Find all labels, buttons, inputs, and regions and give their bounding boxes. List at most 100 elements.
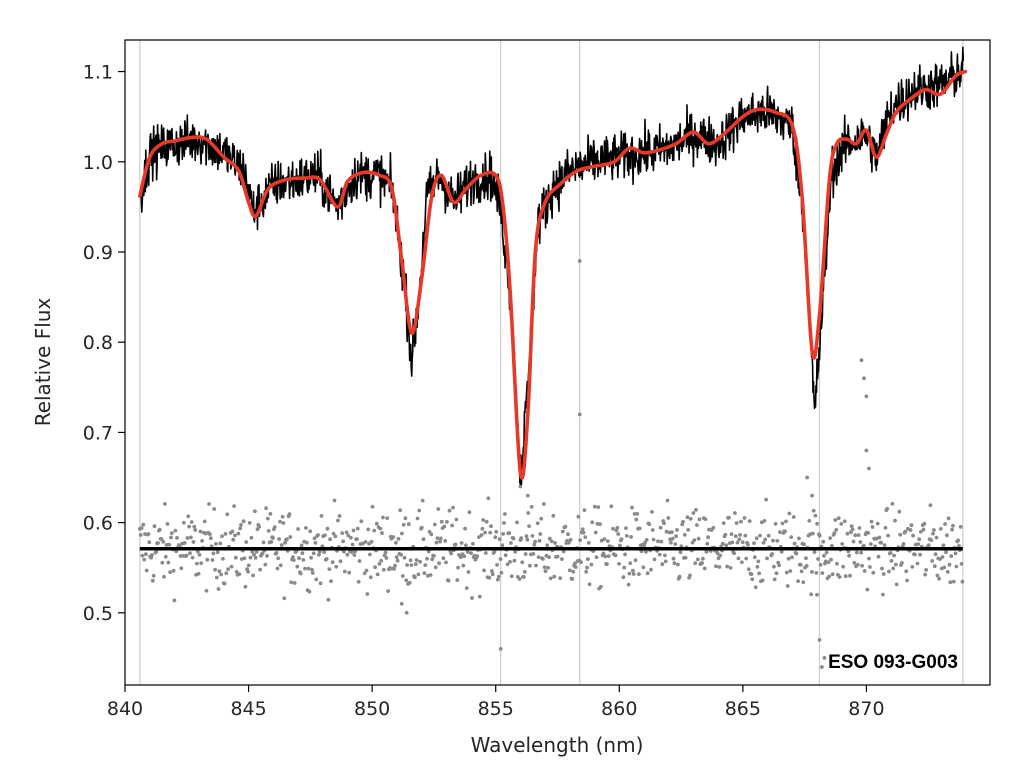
residual-point bbox=[810, 531, 815, 536]
residual-point bbox=[213, 567, 218, 572]
residual-point bbox=[355, 526, 360, 531]
residual-point bbox=[626, 582, 631, 587]
residual-point bbox=[217, 569, 222, 574]
residual-point bbox=[862, 569, 867, 573]
residual-point bbox=[762, 519, 767, 523]
residual-point bbox=[586, 557, 590, 561]
residual-point bbox=[490, 569, 494, 573]
residual-point bbox=[571, 569, 576, 574]
residual-point bbox=[199, 561, 204, 565]
residual-point bbox=[486, 496, 491, 501]
residual-point bbox=[675, 528, 679, 532]
residual-point bbox=[345, 552, 350, 557]
residual-point bbox=[864, 448, 869, 453]
residual-point bbox=[577, 412, 582, 417]
residual-point bbox=[311, 551, 316, 556]
residual-point bbox=[418, 559, 422, 564]
residual-point bbox=[318, 581, 323, 586]
residual-point bbox=[453, 542, 458, 547]
residual-point bbox=[752, 541, 756, 545]
residual-point bbox=[192, 524, 197, 529]
residual-point bbox=[204, 588, 209, 593]
residual-point bbox=[281, 521, 286, 525]
residual-point bbox=[451, 505, 455, 510]
residual-point bbox=[960, 579, 965, 584]
residual-point bbox=[730, 540, 735, 545]
residual-point bbox=[852, 560, 857, 565]
residual-point bbox=[917, 537, 922, 542]
residual-point bbox=[692, 538, 697, 542]
residual-point bbox=[443, 539, 448, 543]
residual-point bbox=[370, 504, 375, 509]
residual-point bbox=[458, 555, 463, 560]
residual-point bbox=[956, 538, 960, 543]
residual-point bbox=[837, 575, 842, 579]
residual-point bbox=[446, 578, 451, 583]
residual-point bbox=[308, 529, 313, 534]
residual-point bbox=[346, 533, 351, 538]
residual-point bbox=[728, 566, 733, 570]
residual-point bbox=[548, 576, 553, 581]
residual-point bbox=[351, 528, 356, 533]
residual-point bbox=[147, 540, 152, 545]
residual-point bbox=[813, 513, 818, 518]
residual-point bbox=[282, 596, 287, 601]
residual-point bbox=[841, 564, 845, 569]
residual-point bbox=[957, 544, 961, 548]
residual-point bbox=[862, 376, 866, 381]
residual-point bbox=[464, 586, 469, 590]
residual-point bbox=[225, 512, 230, 517]
residual-point bbox=[611, 526, 615, 531]
residual-point bbox=[404, 610, 409, 615]
residual-point bbox=[703, 517, 708, 521]
residual-point bbox=[763, 537, 768, 542]
residual-point bbox=[191, 540, 196, 544]
residual-point bbox=[577, 259, 582, 263]
residual-point bbox=[541, 557, 545, 561]
residual-point bbox=[520, 560, 525, 565]
residual-point bbox=[331, 531, 336, 536]
residual-point bbox=[208, 536, 213, 541]
residual-point bbox=[547, 555, 551, 559]
residual-point bbox=[743, 533, 748, 538]
residual-point bbox=[959, 562, 964, 566]
residual-point bbox=[658, 525, 663, 530]
residual-point bbox=[740, 560, 744, 565]
residual-point bbox=[202, 519, 207, 524]
residual-point bbox=[141, 522, 146, 527]
residual-point bbox=[386, 589, 390, 593]
residual-point bbox=[669, 530, 674, 535]
residual-point bbox=[508, 559, 512, 564]
residual-point bbox=[864, 394, 869, 399]
residual-point bbox=[822, 656, 827, 660]
residual-point bbox=[817, 638, 822, 642]
residual-point bbox=[580, 527, 585, 532]
residual-point bbox=[909, 523, 914, 528]
residual-point bbox=[652, 557, 657, 562]
residual-point bbox=[637, 526, 642, 531]
residual-point bbox=[855, 550, 859, 555]
residual-point bbox=[268, 512, 273, 516]
residual-point bbox=[761, 540, 766, 545]
residual-point bbox=[324, 557, 329, 561]
residual-point bbox=[552, 574, 557, 579]
residual-point bbox=[890, 501, 895, 506]
residual-point bbox=[755, 564, 760, 569]
residual-point bbox=[678, 550, 683, 555]
observed-spectrum-group bbox=[139, 46, 965, 486]
x-tick-label: 845 bbox=[230, 698, 266, 720]
residual-point bbox=[433, 565, 438, 570]
residual-point bbox=[392, 566, 396, 571]
residual-point bbox=[237, 572, 242, 576]
residual-point bbox=[801, 580, 806, 585]
x-tick-label: 865 bbox=[725, 698, 761, 720]
residual-point bbox=[842, 519, 847, 524]
residual-point bbox=[760, 578, 765, 583]
residual-point bbox=[258, 567, 262, 572]
residual-point bbox=[946, 516, 951, 521]
residual-point bbox=[509, 574, 514, 579]
residual-point bbox=[754, 536, 759, 541]
residual-point bbox=[166, 560, 171, 565]
residual-point bbox=[732, 551, 736, 556]
residual-point bbox=[641, 565, 646, 570]
